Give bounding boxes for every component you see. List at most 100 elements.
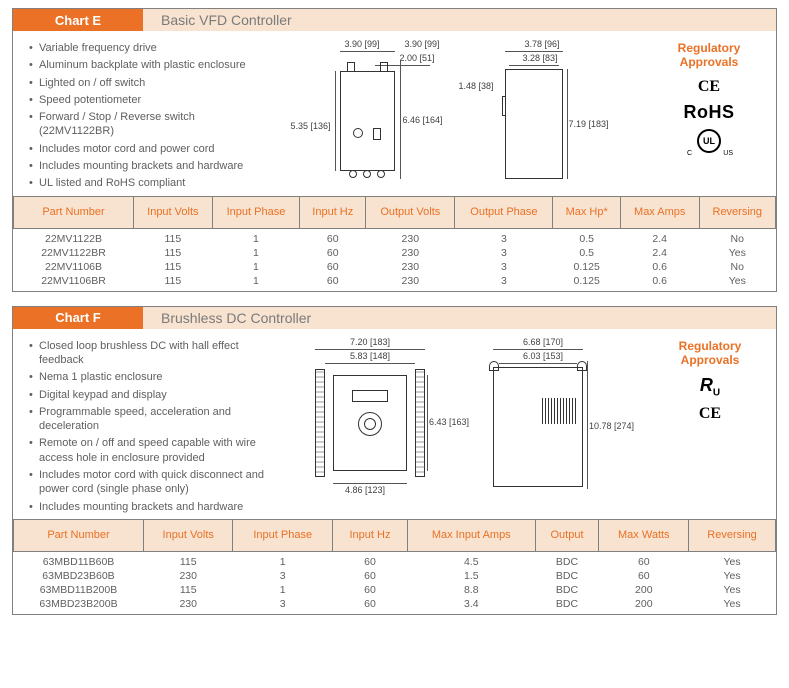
table-cell: 0.125: [553, 274, 620, 291]
table-cell: Yes: [699, 246, 775, 260]
dim-label: 1.48 [38]: [459, 81, 494, 91]
chart-f-bullets: Closed loop brushless DC with hall effec…: [25, 339, 285, 517]
table-cell: 60: [333, 583, 408, 597]
chart-e-header: Chart E Basic VFD Controller: [13, 9, 776, 31]
table-cell: BDC: [535, 569, 599, 583]
col-header: Input Phase: [212, 196, 300, 228]
table-cell: 1.5: [407, 569, 535, 583]
col-header: Input Hz: [300, 196, 366, 228]
dim-label: 4.86 [123]: [345, 485, 385, 495]
bullet-item: Includes motor cord and power cord: [29, 142, 265, 156]
col-header: Output Phase: [455, 196, 553, 228]
col-header: Max Hp*: [553, 196, 620, 228]
approval-marks: CE RoHS UL CUS: [654, 78, 764, 157]
col-header: Output: [535, 519, 599, 551]
table-cell: 0.5: [553, 246, 620, 260]
bullet-item: UL listed and RoHS compliant: [29, 176, 265, 190]
table-cell: No: [699, 260, 775, 274]
chart-e-label: Chart E: [13, 9, 143, 31]
ul-mark-icon: UL CUS: [689, 129, 729, 157]
dim-label: 3.28 [83]: [523, 53, 558, 63]
table-cell: 230: [144, 597, 233, 614]
table-cell: BDC: [535, 551, 599, 569]
table-cell: 60: [300, 274, 366, 291]
approval-marks: RU CE: [655, 375, 765, 423]
table-cell: 1: [212, 246, 300, 260]
table-cell: No: [699, 228, 775, 246]
col-header: Max Input Amps: [407, 519, 535, 551]
table-cell: 60: [333, 569, 408, 583]
table-cell: 230: [144, 569, 233, 583]
table-cell: 3: [455, 274, 553, 291]
chart-f-header: Chart F Brushless DC Controller: [13, 307, 776, 329]
table-row: 22MV1106BR11516023030.1250.6Yes: [14, 274, 776, 291]
table-cell: 0.125: [553, 260, 620, 274]
chart-f-tbody: 63MBD11B60B1151604.5BDC60Yes63MBD23B60B2…: [14, 551, 776, 614]
bullet-item: Closed loop brushless DC with hall effec…: [29, 339, 285, 368]
chart-e-bullets: Variable frequency drive Aluminum backpl…: [25, 41, 265, 194]
diagram-front-f: 7.20 [183] 5.83 [148] 6.43 [163] 4.86 [1…: [295, 339, 455, 499]
table-cell: Yes: [689, 569, 776, 583]
table-cell: 3.4: [407, 597, 535, 614]
diagram-side-f: 6.68 [170] 6.03 [153] 10.78 [274]: [475, 339, 645, 499]
table-cell: 2.4: [620, 246, 699, 260]
table-cell: 1: [212, 260, 300, 274]
dim-label: 6.03 [153]: [523, 351, 563, 361]
dim-label: 7.20 [183]: [350, 337, 390, 347]
dim-label: 5.35 [136]: [291, 121, 331, 131]
chart-f-diagrams: 7.20 [183] 5.83 [148] 6.43 [163] 4.86 [1…: [295, 339, 645, 517]
col-header: Reversing: [699, 196, 775, 228]
table-cell: 230: [366, 274, 455, 291]
diagram-front: 3.90 [99] 3.90 [99] 2.00 [51] 5.35 [136]…: [305, 41, 445, 191]
approvals-title: RegulatoryApprovals: [655, 339, 765, 368]
table-row: 22MV1106B11516023030.1250.6No: [14, 260, 776, 274]
table-row: 63MBD11B200B1151608.8BDC200Yes: [14, 583, 776, 597]
table-cell: 4.5: [407, 551, 535, 569]
table-cell: 60: [300, 246, 366, 260]
dim-label: 6.46 [164]: [403, 115, 443, 125]
dim-label: 6.68 [170]: [523, 337, 563, 347]
table-row: 22MV1122BR11516023030.52.4Yes: [14, 246, 776, 260]
table-cell: 115: [134, 274, 213, 291]
table-row: 63MBD23B200B2303603.4BDC200Yes: [14, 597, 776, 614]
ce-mark-icon: CE: [699, 405, 721, 423]
table-cell: 115: [134, 246, 213, 260]
dim-label: 3.90 [99]: [405, 39, 440, 49]
table-row: 63MBD11B60B1151604.5BDC60Yes: [14, 551, 776, 569]
table-cell: 3: [455, 246, 553, 260]
col-header: Part Number: [14, 196, 134, 228]
approvals-title: RegulatoryApprovals: [654, 41, 764, 70]
bullet-item: Includes mounting brackets and hardware: [29, 159, 265, 173]
col-header: Input Hz: [333, 519, 408, 551]
table-cell: 1: [233, 583, 333, 597]
table-cell: 60: [333, 551, 408, 569]
col-header: Output Volts: [366, 196, 455, 228]
col-header: Input Phase: [233, 519, 333, 551]
chart-f: Chart F Brushless DC Controller Closed l…: [12, 306, 777, 615]
table-cell: 2.4: [620, 228, 699, 246]
bullet-item: Aluminum backplate with plastic enclosur…: [29, 58, 265, 72]
chart-f-approvals: RegulatoryApprovals RU CE: [655, 339, 765, 517]
table-cell: 0.6: [620, 274, 699, 291]
table-cell: 60: [333, 597, 408, 614]
table-cell: 1: [212, 274, 300, 291]
table-row: 22MV1122B11516023030.52.4No: [14, 228, 776, 246]
ce-mark-icon: CE: [698, 78, 720, 96]
col-header: Max Amps: [620, 196, 699, 228]
bullet-item: Nema 1 plastic enclosure: [29, 370, 285, 384]
bullet-item: Programmable speed, acceleration and dec…: [29, 405, 285, 434]
table-cell: 230: [366, 228, 455, 246]
table-cell: 60: [599, 551, 689, 569]
dim-label: 5.83 [148]: [350, 351, 390, 361]
chart-e: Chart E Basic VFD Controller Variable fr…: [12, 8, 777, 292]
dim-label: 7.19 [183]: [569, 119, 609, 129]
bullet-item: Variable frequency drive: [29, 41, 265, 55]
table-cell: 22MV1106BR: [14, 274, 134, 291]
table-cell: 0.5: [553, 228, 620, 246]
table-cell: 3: [455, 260, 553, 274]
dim-label: 10.78 [274]: [589, 421, 634, 431]
dim-label: 3.90 [99]: [345, 39, 380, 49]
table-cell: 22MV1106B: [14, 260, 134, 274]
col-header: Input Volts: [134, 196, 213, 228]
table-cell: Yes: [689, 551, 776, 569]
